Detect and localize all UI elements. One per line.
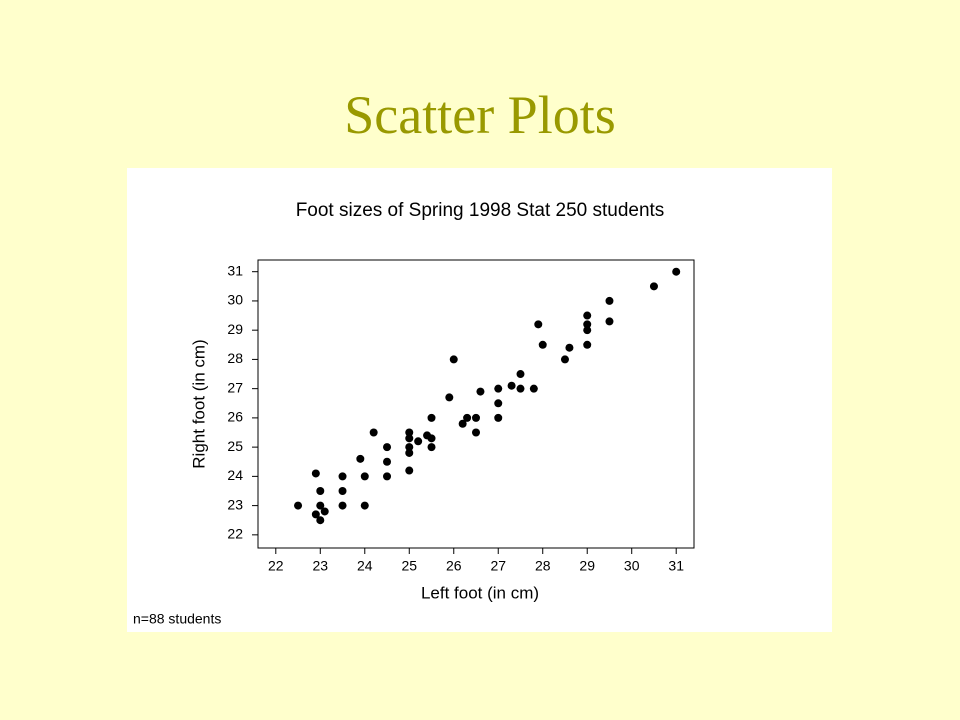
point bbox=[369, 428, 378, 437]
y-axis-label: Right foot (in cm) bbox=[189, 339, 208, 468]
point bbox=[583, 326, 592, 335]
point bbox=[494, 399, 503, 408]
x-tick-label: 24 bbox=[357, 558, 373, 574]
point bbox=[472, 413, 480, 422]
point bbox=[494, 384, 503, 393]
point bbox=[405, 466, 414, 475]
plot-frame bbox=[257, 259, 695, 549]
point bbox=[458, 419, 467, 428]
x-tick-label: 22 bbox=[268, 558, 284, 574]
point bbox=[605, 296, 614, 305]
point bbox=[529, 384, 538, 393]
point bbox=[507, 381, 516, 390]
point bbox=[294, 501, 303, 510]
y-tick-label: 26 bbox=[227, 409, 243, 425]
point bbox=[338, 472, 347, 481]
point bbox=[583, 320, 592, 329]
x-tick-label: 25 bbox=[401, 558, 417, 574]
y-tick-label: 25 bbox=[227, 438, 243, 454]
x-tick-label: 27 bbox=[490, 558, 506, 574]
point bbox=[583, 311, 592, 320]
point bbox=[463, 413, 472, 422]
point bbox=[405, 434, 414, 443]
point bbox=[316, 486, 325, 495]
point bbox=[316, 501, 325, 510]
point bbox=[472, 428, 480, 437]
point bbox=[583, 340, 592, 349]
y-tick-label: 30 bbox=[227, 292, 243, 308]
point bbox=[445, 393, 454, 402]
point bbox=[449, 355, 458, 364]
point bbox=[414, 437, 423, 446]
point bbox=[494, 413, 503, 422]
point bbox=[316, 516, 325, 525]
point bbox=[320, 507, 329, 516]
point bbox=[427, 413, 436, 422]
point bbox=[311, 469, 320, 478]
x-tick-label: 28 bbox=[535, 558, 551, 574]
point bbox=[649, 282, 658, 291]
point bbox=[405, 448, 414, 457]
point bbox=[311, 510, 320, 519]
point bbox=[516, 370, 525, 379]
point bbox=[560, 355, 569, 364]
point bbox=[383, 457, 392, 466]
y-tick-label: 23 bbox=[227, 496, 243, 512]
x-tick-label: 31 bbox=[668, 558, 684, 574]
point bbox=[360, 501, 369, 510]
point bbox=[534, 320, 543, 329]
slide-title: Scatter Plots bbox=[344, 85, 616, 145]
point bbox=[672, 267, 681, 276]
point bbox=[565, 343, 574, 352]
y-tick-label: 31 bbox=[227, 262, 243, 278]
x-tick-label: 23 bbox=[312, 558, 328, 574]
y-tick-label: 27 bbox=[227, 379, 243, 395]
chart-panel bbox=[127, 168, 832, 632]
point bbox=[538, 340, 547, 349]
point bbox=[405, 428, 414, 437]
annotation: n=88 students bbox=[133, 611, 221, 627]
point bbox=[427, 443, 436, 452]
point bbox=[356, 454, 365, 463]
point bbox=[605, 317, 614, 326]
point bbox=[338, 486, 347, 495]
y-tick-label: 22 bbox=[227, 526, 243, 542]
y-tick-label: 29 bbox=[227, 321, 243, 337]
chart-title: Foot sizes of Spring 1998 Stat 250 stude… bbox=[296, 200, 665, 221]
x-axis-label: Left foot (in cm) bbox=[421, 583, 539, 602]
x-tick-label: 29 bbox=[579, 558, 595, 574]
point bbox=[405, 443, 414, 452]
point bbox=[516, 384, 525, 393]
x-tick-label: 26 bbox=[446, 558, 462, 574]
point bbox=[427, 434, 436, 443]
y-tick-label: 28 bbox=[227, 350, 243, 366]
y-tick-label: 24 bbox=[227, 467, 243, 483]
x-tick-label: 30 bbox=[624, 558, 640, 574]
point bbox=[476, 387, 485, 396]
point bbox=[338, 501, 347, 510]
point bbox=[383, 472, 392, 481]
point bbox=[383, 443, 392, 452]
point bbox=[360, 472, 369, 481]
